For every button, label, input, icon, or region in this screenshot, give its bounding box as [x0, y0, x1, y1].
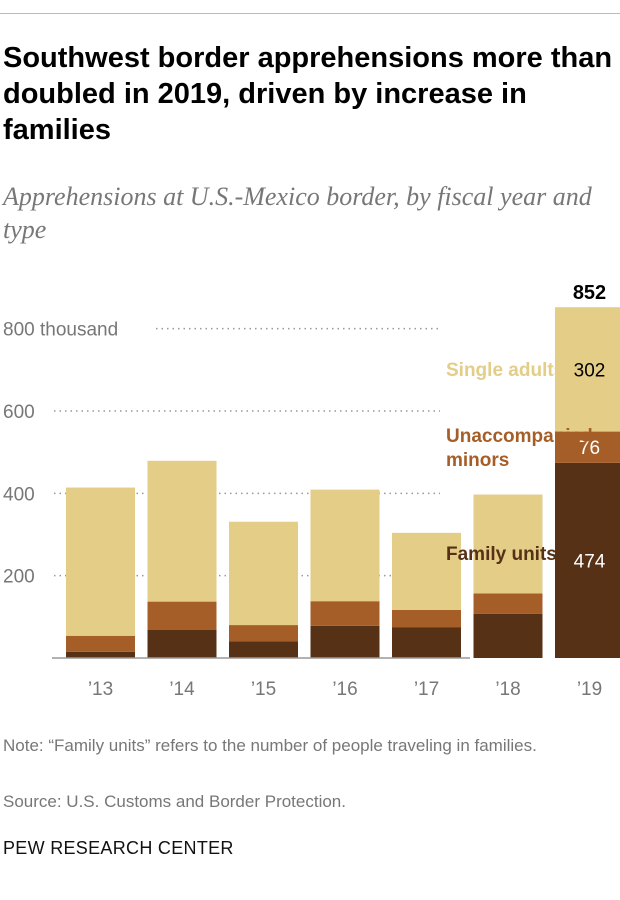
x-tick-label: ’13 [88, 679, 113, 700]
bar-segment-family-units [147, 630, 217, 658]
data-label: 302 [574, 360, 606, 381]
x-tick-label: ’16 [332, 679, 357, 700]
top-rule [0, 13, 620, 14]
bar-segment-single-adults [392, 532, 461, 610]
pew-logo-text: PEW RESEARCH CENTER [3, 838, 234, 858]
chart-source: Source: U.S. Customs and Border Protecti… [3, 792, 346, 811]
y-tick-label: 800 thousand [3, 320, 118, 341]
bar-segment-unaccompanied-minors [473, 593, 543, 614]
bar-segment-single-adults [555, 307, 620, 432]
legend-label: Unaccompanied [446, 426, 593, 447]
y-tick-label: 600 [3, 402, 35, 423]
y-tick-label: 200 [3, 567, 35, 588]
bar-segment-single-adults [473, 494, 543, 594]
bar-segment-unaccompanied-minors [229, 625, 298, 642]
bar-segment-single-adults [229, 521, 298, 626]
chart-subtitle: Apprehensions at U.S.-Mexico border, by … [3, 182, 592, 244]
bar-segment-family-units [473, 613, 543, 658]
legend-label: minors [446, 450, 509, 471]
bar-segment-family-units [310, 625, 380, 658]
bar-segment-family-units [229, 641, 298, 658]
bar-segment-family-units [392, 627, 461, 658]
bar-segment-unaccompanied-minors [66, 635, 135, 652]
chart-title: Southwest border apprehensions more than… [3, 42, 613, 146]
x-tick-label: ’19 [577, 679, 602, 700]
data-label: 76 [579, 438, 600, 459]
x-tick-label: ’14 [169, 679, 195, 700]
stacked-bar-chart: 200 400 600 800 thousand ’13 ’14 ’15 ’16 ’17 ’18 4… [3, 282, 620, 700]
data-label: 474 [574, 551, 606, 572]
bar-segment-single-adults [310, 489, 380, 602]
bar-segment-family-units [66, 651, 135, 658]
x-tick-label: ’18 [495, 679, 520, 700]
bar-segment-unaccompanied-minors [310, 601, 380, 626]
y-tick-label: 400 [3, 484, 35, 505]
bar-segment-unaccompanied-minors [147, 601, 217, 631]
x-tick-label: ’17 [414, 679, 439, 700]
bar-segment-unaccompanied-minors [555, 431, 620, 463]
bar-segment-single-adults [147, 460, 217, 602]
bar-segment-unaccompanied-minors [392, 609, 461, 628]
total-label: 852 [573, 282, 606, 304]
legend-label: Family units [446, 544, 557, 565]
chart-note: Note: “Family units” refers to the numbe… [3, 736, 537, 755]
legend-label: Single adults [446, 360, 564, 381]
x-tick-label: ’15 [251, 679, 276, 700]
bar-segment-single-adults [66, 487, 135, 636]
bar-segment-family-units [555, 462, 620, 658]
